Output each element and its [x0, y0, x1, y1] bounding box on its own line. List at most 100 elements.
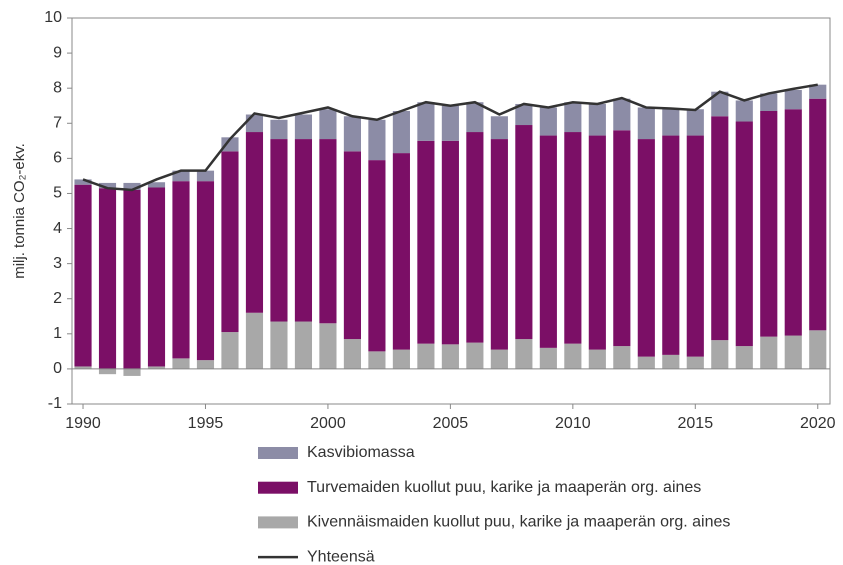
y-tick-label: 1 [53, 325, 62, 342]
legend-label: Turvemaiden kuollut puu, karike ja maape… [307, 479, 701, 496]
bar [637, 356, 655, 369]
bar [98, 188, 117, 369]
bar [539, 107, 557, 136]
bar [466, 132, 484, 343]
y-tick-label: 0 [53, 360, 62, 377]
bar [784, 89, 802, 110]
bar [711, 340, 729, 369]
bar [172, 358, 190, 369]
bar [588, 103, 606, 136]
total-line [82, 83, 818, 192]
bar [539, 347, 557, 369]
bar [319, 139, 337, 324]
bar [172, 181, 190, 359]
bar [760, 110, 778, 337]
bar [490, 349, 508, 369]
y-tick-label: 2 [53, 290, 62, 307]
bar [662, 135, 680, 355]
bar [319, 109, 337, 140]
x-tick-label: 1995 [188, 415, 224, 432]
bar [441, 105, 459, 141]
legend-swatch [258, 516, 298, 529]
bar [368, 119, 386, 161]
bar [392, 110, 410, 154]
y-tick-label: 5 [53, 185, 62, 202]
bar [147, 187, 166, 367]
bar [172, 170, 190, 182]
bar [270, 119, 288, 140]
x-tick-label: 2005 [433, 415, 469, 432]
bar [196, 181, 215, 361]
bar [564, 132, 582, 344]
bar [662, 109, 680, 136]
bar [417, 140, 435, 344]
legend-label: Kasvibiomassa [307, 444, 415, 461]
bar [466, 102, 484, 133]
y-tick-label: 7 [53, 114, 62, 131]
bar [74, 184, 92, 367]
x-tick-label: 1990 [65, 415, 101, 432]
bar [343, 151, 361, 340]
x-tick-label: 2000 [310, 415, 346, 432]
legend-label: Kivennäismaiden kuollut puu, karike ja m… [307, 514, 730, 531]
y-tick-label: 10 [44, 9, 62, 26]
bar [221, 151, 239, 333]
bar [760, 336, 778, 369]
bar [588, 135, 606, 350]
bar [515, 339, 533, 369]
bar [245, 132, 264, 313]
bar [343, 339, 361, 369]
bar [245, 312, 264, 369]
y-tick-label: 3 [53, 255, 62, 272]
bar [686, 135, 704, 357]
bar [417, 102, 435, 141]
bar [539, 135, 557, 348]
bar [686, 109, 704, 136]
bar [711, 91, 729, 117]
bar [735, 121, 753, 347]
bar [564, 343, 582, 369]
bar [441, 140, 459, 345]
bar [270, 321, 288, 369]
bar [123, 189, 141, 369]
bar [147, 366, 166, 369]
legend-swatch [258, 447, 298, 459]
bar [784, 335, 802, 369]
bar [515, 103, 533, 126]
y-axis-label: milj. tonnia CO₂-ekv. [11, 143, 28, 279]
bar [343, 116, 361, 152]
bar [637, 139, 655, 357]
bar [490, 139, 508, 350]
y-tick-label: 4 [53, 220, 62, 237]
x-tick-label: 2015 [678, 415, 714, 432]
bar [123, 368, 141, 376]
bar [319, 323, 337, 369]
x-tick-label: 2020 [800, 415, 836, 432]
bar [196, 170, 215, 182]
x-tick-label: 2010 [555, 415, 591, 432]
y-tick-label: -1 [48, 395, 62, 412]
bar [613, 130, 631, 347]
bar [74, 179, 92, 185]
bar [735, 100, 753, 122]
bar [662, 354, 680, 369]
bar [98, 368, 117, 375]
bar [613, 98, 631, 131]
bar [809, 98, 827, 331]
bar [711, 116, 729, 341]
bar [417, 343, 435, 369]
bar [466, 342, 484, 369]
bar [147, 182, 166, 188]
bar [270, 139, 288, 322]
plot-frame [71, 17, 831, 405]
bar [368, 160, 386, 352]
bar [588, 349, 606, 369]
bar [760, 93, 778, 111]
legend-swatch [258, 481, 298, 494]
bar [245, 114, 264, 133]
bar [294, 139, 313, 322]
bar [564, 102, 582, 133]
bar [613, 346, 631, 369]
bar [809, 84, 827, 99]
